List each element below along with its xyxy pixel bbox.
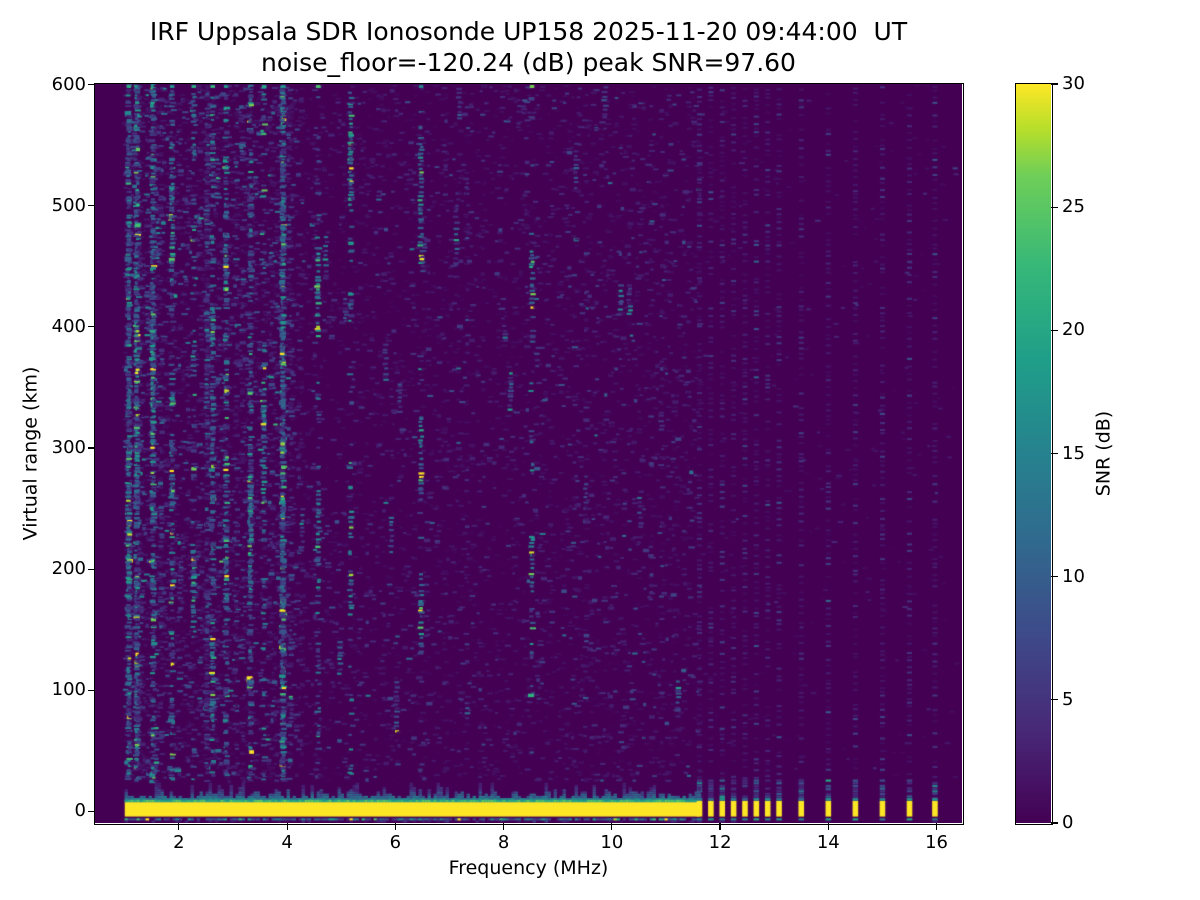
colorbar-tick-mark	[1051, 822, 1058, 824]
x-tick-mark	[827, 823, 829, 830]
x-tick-mark	[394, 823, 396, 830]
x-tick-label: 2	[173, 832, 185, 853]
x-tick-label: 10	[600, 832, 624, 853]
y-tick-label: 300	[51, 437, 86, 459]
y-tick-label: 200	[51, 558, 86, 580]
x-tick-mark	[611, 823, 613, 830]
x-tick-label: 14	[816, 832, 840, 853]
colorbar-tick-mark	[1051, 206, 1058, 208]
colorbar-tick-mark	[1051, 576, 1058, 578]
y-tick-mark	[88, 447, 95, 449]
colorbar-tick-label: 10	[1062, 565, 1085, 587]
colorbar-tick-mark	[1051, 329, 1058, 331]
x-tick-mark	[935, 823, 938, 830]
colorbar-tick-label: 15	[1062, 442, 1085, 464]
x-tick-label: 6	[389, 832, 402, 853]
title-line-1: IRF Uppsala SDR Ionosonde UP158 2025-11-…	[149, 17, 908, 46]
y-tick-label: 600	[51, 73, 86, 95]
colorbar-tick-label: 0	[1062, 812, 1074, 833]
y-tick-label: 400	[51, 315, 86, 337]
y-axis-label: Virtual range (km)	[19, 366, 42, 541]
x-tick-label: 16	[925, 832, 949, 853]
y-tick-label: 0	[74, 800, 86, 822]
x-tick-label: 8	[497, 832, 510, 853]
y-tick-mark	[88, 84, 95, 86]
colorbar-frame	[1014, 82, 1053, 825]
title-line-2: noise_floor=-120.24 (dB) peak SNR=97.60	[261, 48, 796, 77]
colorbar-tick-label: 30	[1062, 73, 1085, 94]
colorbar-tick-mark	[1051, 699, 1058, 701]
x-tick-label: 4	[281, 832, 293, 853]
y-tick-mark	[88, 205, 95, 207]
x-axis-label: Frequency (MHz)	[448, 857, 609, 879]
x-tick-mark	[286, 823, 288, 830]
y-tick-mark	[88, 689, 95, 691]
y-tick-mark	[88, 326, 95, 328]
y-tick-mark	[88, 568, 95, 570]
title-block: IRF Uppsala SDR Ionosonde UP158 2025-11-…	[95, 16, 962, 78]
x-tick-mark	[719, 823, 721, 830]
ionogram-heatmap-canvas	[95, 84, 962, 823]
colorbar-tick-mark	[1051, 452, 1058, 455]
y-tick-label: 500	[51, 194, 86, 216]
colorbar-tick-label: 20	[1062, 319, 1085, 341]
colorbar-label: SNR (dB)	[1092, 410, 1115, 497]
x-tick-mark	[178, 823, 180, 830]
y-tick-label: 100	[51, 679, 86, 701]
y-tick-mark	[88, 810, 95, 813]
x-tick-label: 12	[708, 832, 732, 853]
colorbar-tick-label: 25	[1062, 196, 1085, 218]
colorbar-tick-label: 5	[1062, 688, 1074, 710]
colorbar-tick-mark	[1051, 83, 1058, 85]
colorbar-gradient	[1016, 84, 1051, 823]
x-tick-mark	[503, 823, 505, 830]
